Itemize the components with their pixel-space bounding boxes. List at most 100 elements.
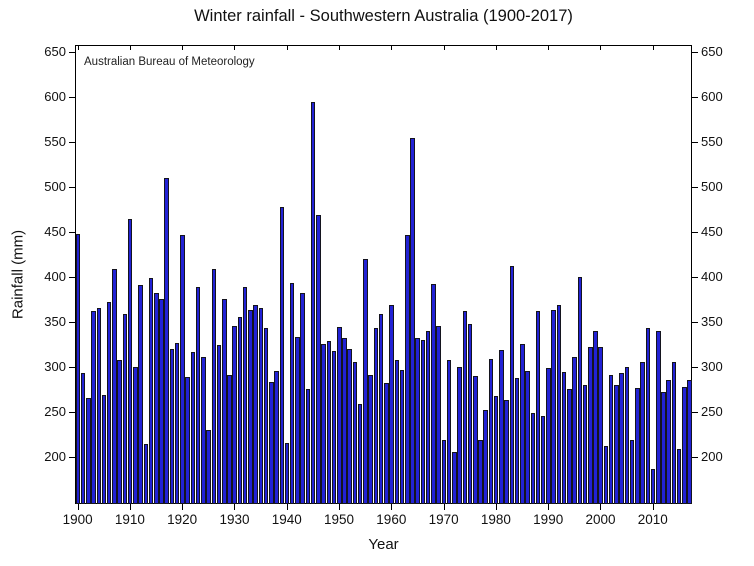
bar-1966 xyxy=(420,339,426,504)
x-axis-tick-top xyxy=(182,45,184,50)
bar-1920 xyxy=(180,235,185,504)
x-axis-tick-label: 1950 xyxy=(324,512,355,527)
bar-1949 xyxy=(331,351,337,504)
x-axis-tick-label: 1980 xyxy=(480,512,511,527)
bar-2013 xyxy=(666,380,671,504)
x-axis-tick-bottom xyxy=(548,504,550,510)
bar-1947 xyxy=(321,344,326,504)
bar-1919 xyxy=(174,343,180,504)
bar-1933 xyxy=(248,309,253,504)
bar-1941 xyxy=(289,282,295,504)
bar-2004 xyxy=(619,372,624,504)
bar-1990 xyxy=(546,368,551,504)
bar-1986 xyxy=(525,371,530,504)
bar-1960 xyxy=(389,305,394,504)
bar-1925 xyxy=(206,429,211,504)
x-axis-tick-top xyxy=(548,45,550,50)
bar-1900 xyxy=(75,234,81,504)
x-axis-tick-label: 1910 xyxy=(114,512,145,527)
bar-1963 xyxy=(405,235,410,504)
y-axis-tick-label-right: 500 xyxy=(701,179,723,195)
x-axis-tick-bottom xyxy=(234,504,236,510)
x-axis-tick-label: 1930 xyxy=(219,512,250,527)
y-axis-tick-left xyxy=(69,366,75,368)
y-axis-tick-label-right: 600 xyxy=(701,89,723,105)
bar-1938 xyxy=(274,371,279,504)
bar-1968 xyxy=(431,283,436,504)
y-axis-tick-label-right: 300 xyxy=(701,359,723,375)
bar-1939 xyxy=(279,207,285,504)
bar-1912 xyxy=(138,284,143,504)
bar-2015 xyxy=(676,448,682,504)
bar-1909 xyxy=(122,313,128,504)
bar-1952 xyxy=(347,348,352,504)
x-axis-tick-bottom xyxy=(339,504,341,510)
bar-1906 xyxy=(106,301,112,504)
y-axis-tick-label-right: 250 xyxy=(701,404,723,420)
bar-1904 xyxy=(96,308,102,504)
bar-1993 xyxy=(561,372,567,504)
x-axis-tick-top xyxy=(652,45,654,50)
bar-1911 xyxy=(133,366,138,504)
bar-1916 xyxy=(159,299,164,504)
bar-1989 xyxy=(540,416,546,504)
bar-1992 xyxy=(556,304,562,504)
y-axis-tick-right xyxy=(692,456,698,458)
bar-1922 xyxy=(190,352,196,504)
bar-1942 xyxy=(295,336,300,504)
bar-1984 xyxy=(514,378,520,504)
bar-1951 xyxy=(342,337,347,504)
bar-1971 xyxy=(446,360,452,504)
x-axis-tick-bottom xyxy=(652,504,654,510)
bar-1946 xyxy=(316,215,321,504)
bar-1981 xyxy=(499,349,504,504)
y-axis-tick-label-right: 450 xyxy=(701,224,723,240)
y-axis-tick-label-left: 250 xyxy=(44,404,66,420)
bar-1970 xyxy=(441,439,447,504)
x-axis-tick-label: 1920 xyxy=(167,512,198,527)
x-axis-title: Year xyxy=(368,536,399,553)
bar-1996 xyxy=(577,276,583,504)
bar-1950 xyxy=(337,327,342,504)
x-axis-tick-top xyxy=(339,45,341,50)
bar-2006 xyxy=(629,439,635,504)
x-axis-tick-top xyxy=(495,45,497,50)
bar-2009 xyxy=(645,327,651,504)
bar-1926 xyxy=(211,269,217,504)
y-axis-tick-label-left: 500 xyxy=(44,179,66,195)
y-axis-tick-right xyxy=(692,51,698,53)
x-axis-tick-bottom xyxy=(443,504,445,510)
bar-1965 xyxy=(415,337,420,504)
bar-1923 xyxy=(195,286,201,504)
bar-1929 xyxy=(227,374,232,504)
bar-1901 xyxy=(80,372,86,504)
bar-2000 xyxy=(598,346,603,504)
y-axis-tick-label-right: 550 xyxy=(701,134,723,150)
y-axis-tick-label-right: 400 xyxy=(701,269,723,285)
bar-1954 xyxy=(357,404,363,504)
bar-1924 xyxy=(201,356,206,504)
bar-1999 xyxy=(593,330,598,504)
bar-1931 xyxy=(237,317,243,504)
x-axis-tick-top xyxy=(234,45,236,50)
bar-2010 xyxy=(650,469,656,504)
bar-2001 xyxy=(603,445,609,504)
y-axis-tick-left xyxy=(69,96,75,98)
x-axis-tick-label: 1960 xyxy=(376,512,407,527)
bar-1935 xyxy=(258,308,264,504)
bar-1987 xyxy=(530,413,536,504)
bar-1973 xyxy=(457,366,462,504)
y-axis-tick-label-left: 550 xyxy=(44,134,66,150)
y-axis-tick-left xyxy=(69,141,75,143)
bar-2017 xyxy=(687,380,692,504)
bar-1980 xyxy=(493,396,499,504)
bar-1918 xyxy=(169,348,175,504)
bar-1944 xyxy=(305,389,311,504)
bar-1915 xyxy=(154,292,159,504)
bar-1921 xyxy=(185,376,190,504)
bar-2008 xyxy=(640,362,645,504)
bar-1972 xyxy=(452,452,457,504)
x-axis-tick-bottom xyxy=(495,504,497,510)
bar-1974 xyxy=(462,310,468,504)
